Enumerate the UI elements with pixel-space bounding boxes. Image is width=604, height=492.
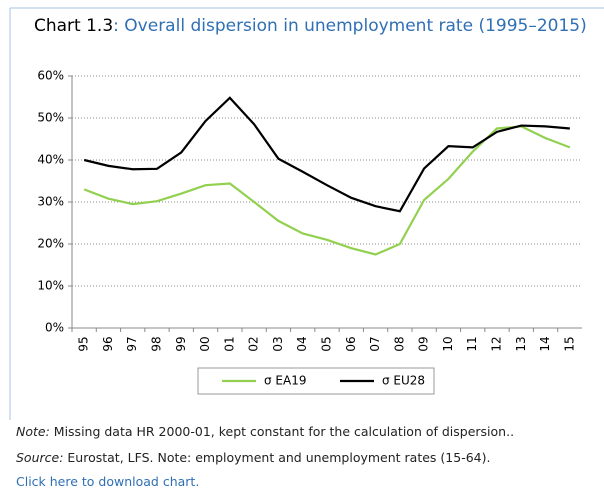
x-tick-label: 07 (368, 336, 382, 351)
x-tick-label: 98 (150, 336, 164, 351)
download: Click here to download chart. (16, 474, 199, 489)
y-tick-label: 30% (37, 195, 64, 209)
source-text: Eurostat, LFS. Note: employment and unem… (63, 450, 491, 465)
x-tick-label: 03 (271, 336, 285, 351)
y-tick-label: 60% (37, 69, 64, 83)
note-label: Note: (16, 424, 50, 439)
x-tick-label: 12 (490, 336, 504, 351)
legend-label: σ EU28 (382, 374, 425, 388)
chart-title: Chart 1.3: Overall dispersion in unemplo… (34, 16, 587, 36)
title-text: : Overall dispersion in unemployment rat… (113, 16, 587, 36)
x-tick-label: 05 (320, 336, 334, 351)
y-tick-label: 0% (45, 321, 64, 335)
download-link[interactable]: Click here to download chart. (16, 474, 200, 489)
chart: Chart 1.3: Overall dispersion in unemplo… (9, 7, 604, 420)
y-tick-label: 20% (37, 237, 64, 251)
legend-box (197, 367, 435, 395)
y-tick-label: 50% (37, 111, 64, 125)
note: Note: Missing data HR 2000-01, kept cons… (16, 424, 514, 439)
x-tick-label: 01 (222, 336, 236, 351)
y-tick-label: 40% (37, 153, 64, 167)
x-tick-label: 14 (538, 336, 552, 351)
legend-label: σ EA19 (264, 374, 306, 388)
x-tick-label: 02 (247, 336, 261, 351)
source: Source: Eurostat, LFS. Note: employment … (16, 450, 490, 465)
x-tick-label: 09 (417, 336, 431, 351)
y-tick-label: 10% (37, 279, 64, 293)
x-tick-label: 10 (441, 336, 455, 351)
x-tick-label: 99 (174, 336, 188, 351)
x-tick-label: 97 (125, 336, 139, 351)
series-line (83, 96, 570, 213)
x-tick-label: 00 (198, 336, 212, 351)
note-text: Missing data HR 2000-01, kept constant f… (49, 424, 515, 439)
source-label: Source: (16, 450, 64, 465)
x-tick-label: 08 (392, 336, 406, 351)
x-tick-label: 06 (344, 336, 358, 351)
x-tick-label: 04 (295, 336, 309, 351)
x-tick-label: 15 (562, 336, 576, 351)
x-tick-label: 13 (514, 336, 528, 351)
series-line (83, 125, 571, 256)
title-number: Chart 1.3 (34, 16, 113, 36)
x-tick-label: 96 (101, 336, 115, 351)
x-tick-label: 95 (77, 336, 91, 351)
x-tick-label: 11 (465, 336, 479, 351)
